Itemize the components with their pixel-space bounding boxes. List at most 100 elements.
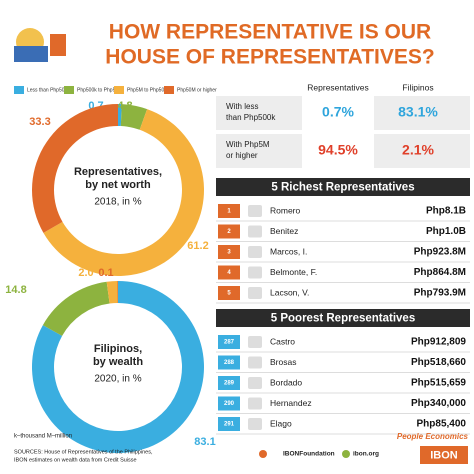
list-title: 5 Poorest Representatives [271,313,415,325]
party-logo [248,418,262,430]
legend-label: Php5M to Php50M [127,87,168,93]
rep-name: Castro [270,336,295,346]
brand: People Economics [397,432,469,441]
donut-label: by wealth [93,356,143,368]
rank: 3 [227,250,231,256]
web-icon [342,450,350,458]
rep-name: Marcos, I. [270,246,307,256]
net-worth: Php1.0B [426,226,466,237]
row-value: 2.1% [402,142,434,158]
rank: 289 [224,381,235,387]
rep-name: Brosas [270,357,296,367]
value-label: 33.3 [29,116,50,128]
list-header-bg [216,178,470,196]
legend-label: Less than Php500k [27,87,70,93]
logo: IBON [430,449,458,461]
table-cell-bg [302,134,374,168]
party-logo [248,336,262,348]
donut-segment [42,281,110,336]
rank-badge [218,396,240,411]
donut-segment [120,104,148,130]
rank-badge [218,417,240,431]
rank-badge [218,245,240,259]
net-worth: Php518,660 [411,357,466,368]
website: ibon.org [353,451,379,458]
rank-badge [218,224,240,239]
title-line: HOW REPRESENTATIVE IS OUR [109,21,431,44]
net-worth: Php85,400 [417,419,467,430]
table-header: Filipinos [402,82,433,92]
donut-label: by net worth [85,179,151,191]
donut-segment [31,103,118,233]
rep-name: Benitez [270,226,298,236]
legend-swatch [64,86,74,94]
rep-name: Elago [270,418,292,428]
row-label: or higher [226,151,258,160]
rank: 288 [224,360,235,366]
donut-subtitle: 2018, in % [94,197,141,208]
row-label: With less [226,102,258,111]
rank: 4 [227,270,231,276]
party-logo [248,205,262,217]
units-note: k–thousand M–million [14,434,72,440]
value-label: 0.1 [98,267,113,279]
party-logo [248,356,262,369]
title-line: HOUSE OF REPRESENTATIVES? [105,46,434,69]
table-header: Representatives [307,82,368,92]
net-worth: Php515,659 [411,378,466,389]
list-title: 5 Richest Representatives [271,182,414,194]
value-label: 83.1 [194,436,215,448]
rep-name: Belmonte, F. [270,267,317,277]
rank: 291 [224,422,235,428]
table-cell-bg [302,96,374,130]
legend-label: Php500k to Php5M [77,87,120,93]
social-handle: IBONFoundation [283,451,335,458]
logo-bg [420,446,468,464]
row-value: 0.7% [322,104,354,120]
donut-label: Representatives, [74,166,162,178]
rank: 5 [227,291,231,297]
flag-icon [14,28,66,62]
party-logo [248,246,262,258]
net-worth: Php340,000 [411,398,466,409]
rank: 287 [224,340,235,346]
donut-subtitle: 2020, in % [94,374,141,385]
donut-segment [106,281,118,304]
rank-badge [218,376,240,390]
rank-badge [218,335,240,349]
rank-badge [218,265,240,280]
rank-badge [218,286,240,300]
party-logo [248,287,262,299]
donut-segment [118,104,122,127]
rep-name: Hernandez [270,398,312,408]
legend-swatch [14,86,24,94]
value-label: 61.2 [187,240,208,252]
net-worth: Php864.8M [414,267,466,278]
row-label: With Php5M [226,140,270,149]
rep-name: Lacson, V. [270,287,309,297]
net-worth: Php912,809 [411,337,466,348]
party-logo [248,397,262,410]
party-logo [248,225,262,238]
party-logo [248,266,262,279]
rep-name: Romero [270,205,301,215]
value-label: 14.8 [5,284,26,296]
rank: 2 [227,229,231,235]
rank-badge [218,355,240,370]
net-worth: Php793.9M [414,288,466,299]
row-label: than Php500k [226,113,276,122]
net-worth: Php8.1B [426,206,466,217]
party-logo [248,377,262,389]
list-header-bg [216,309,470,327]
donut-segment [117,281,118,304]
legend-swatch [114,86,124,94]
row-value: 83.1% [398,104,438,120]
legend-swatch [164,86,174,94]
rep-name: Bordado [270,377,302,387]
net-worth: Php923.8M [414,247,466,258]
rank: 290 [224,401,235,407]
social-icon [259,450,267,458]
sources: IBON estimates on wealth data from Credi… [14,457,137,463]
row-value: 94.5% [318,142,358,158]
